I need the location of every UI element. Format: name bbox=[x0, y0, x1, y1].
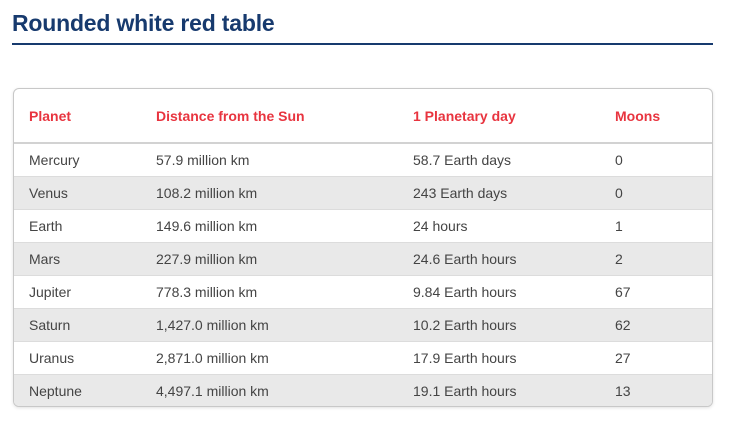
table-row: Neptune 4,497.1 million km 19.1 Earth ho… bbox=[14, 374, 712, 406]
column-header-planet: Planet bbox=[14, 89, 141, 144]
cell-planetary-day: 17.9 Earth hours bbox=[398, 341, 600, 375]
cell-distance: 4,497.1 million km bbox=[141, 374, 398, 406]
cell-distance: 227.9 million km bbox=[141, 242, 398, 276]
cell-distance: 2,871.0 million km bbox=[141, 341, 398, 375]
column-header-moons: Moons bbox=[600, 89, 712, 144]
title-underline bbox=[12, 43, 713, 45]
cell-moons: 62 bbox=[600, 308, 712, 342]
cell-distance: 778.3 million km bbox=[141, 275, 398, 309]
cell-planetary-day: 24 hours bbox=[398, 209, 600, 243]
cell-planetary-day: 24.6 Earth hours bbox=[398, 242, 600, 276]
cell-planetary-day: 243 Earth days bbox=[398, 176, 600, 210]
cell-distance: 57.9 million km bbox=[141, 143, 398, 177]
cell-distance: 149.6 million km bbox=[141, 209, 398, 243]
table-row: Earth 149.6 million km 24 hours 1 bbox=[14, 209, 712, 243]
table-row: Uranus 2,871.0 million km 17.9 Earth hou… bbox=[14, 341, 712, 375]
cell-planet: Venus bbox=[14, 176, 141, 210]
cell-planet: Neptune bbox=[14, 374, 141, 406]
cell-moons: 13 bbox=[600, 374, 712, 406]
cell-distance: 108.2 million km bbox=[141, 176, 398, 210]
page-title: Rounded white red table bbox=[12, 10, 275, 36]
column-header-planetary-day: 1 Planetary day bbox=[398, 89, 600, 144]
cell-planetary-day: 9.84 Earth hours bbox=[398, 275, 600, 309]
planets-table-container: Planet Distance from the Sun 1 Planetary… bbox=[13, 88, 713, 407]
cell-planetary-day: 19.1 Earth hours bbox=[398, 374, 600, 406]
cell-moons: 67 bbox=[600, 275, 712, 309]
table-row: Venus 108.2 million km 243 Earth days 0 bbox=[14, 176, 712, 210]
cell-planet: Saturn bbox=[14, 308, 141, 342]
cell-moons: 1 bbox=[600, 209, 712, 243]
cell-moons: 2 bbox=[600, 242, 712, 276]
cell-moons: 27 bbox=[600, 341, 712, 375]
cell-planetary-day: 10.2 Earth hours bbox=[398, 308, 600, 342]
cell-moons: 0 bbox=[600, 143, 712, 177]
table-header-row: Planet Distance from the Sun 1 Planetary… bbox=[14, 89, 712, 144]
table-row: Mars 227.9 million km 24.6 Earth hours 2 bbox=[14, 242, 712, 276]
cell-moons: 0 bbox=[600, 176, 712, 210]
column-header-distance: Distance from the Sun bbox=[141, 89, 398, 144]
cell-planet: Mercury bbox=[14, 143, 141, 177]
planets-table: Planet Distance from the Sun 1 Planetary… bbox=[14, 89, 712, 406]
table-row: Jupiter 778.3 million km 9.84 Earth hour… bbox=[14, 275, 712, 309]
table-row: Mercury 57.9 million km 58.7 Earth days … bbox=[14, 143, 712, 177]
table-row: Saturn 1,427.0 million km 10.2 Earth hou… bbox=[14, 308, 712, 342]
cell-distance: 1,427.0 million km bbox=[141, 308, 398, 342]
cell-planet: Mars bbox=[14, 242, 141, 276]
cell-planet: Earth bbox=[14, 209, 141, 243]
cell-planet: Uranus bbox=[14, 341, 141, 375]
cell-planetary-day: 58.7 Earth days bbox=[398, 143, 600, 177]
cell-planet: Jupiter bbox=[14, 275, 141, 309]
